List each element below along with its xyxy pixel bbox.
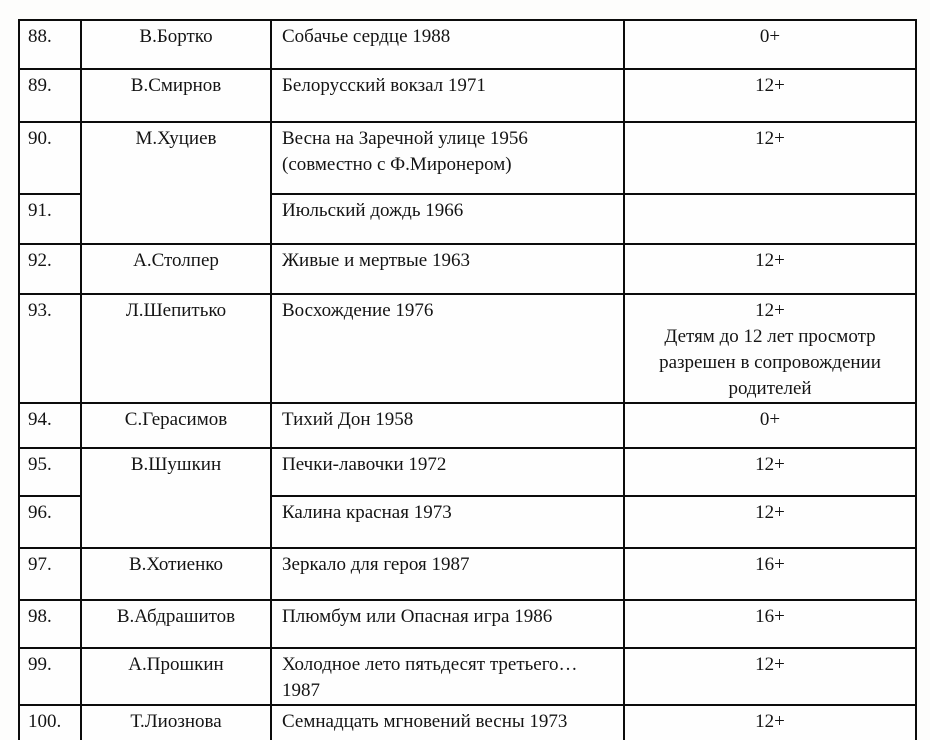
cell-age-rating: 12+ — [623, 495, 917, 549]
cell-director: А.Прошкин — [80, 647, 272, 706]
cell-number: 99. — [18, 647, 82, 706]
cell-film-title: Холодное лето пятьдесят третьего…1987 — [270, 647, 625, 706]
cell-film-title: Семнадцать мгновений весны 1973 — [270, 704, 625, 740]
films-table: 88. В.Бортко Собачье сердце 1988 0+ 89. … — [18, 19, 917, 740]
cell-director-merged: В.Шушкин — [80, 447, 272, 549]
cell-number: 96. — [18, 495, 82, 549]
cell-number: 98. — [18, 599, 82, 649]
cell-number: 95. — [18, 447, 82, 497]
cell-director: С.Герасимов — [80, 402, 272, 449]
table-row: 90. М.Хуциев Весна на Заречной улице 195… — [18, 121, 917, 245]
cell-number: 91. — [18, 193, 82, 245]
cell-film-title: Собачье сердце 1988 — [270, 19, 625, 70]
cell-film-title: Печки-лавочки 1972 — [270, 447, 625, 497]
cell-film-title: Июльский дождь 1966 — [270, 193, 625, 245]
cell-number: 88. — [18, 19, 82, 70]
cell-age-rating: 12+ Детям до 12 лет просмотр разрешен в … — [623, 293, 917, 404]
cell-film-title: Весна на Заречной улице 1956 (совместно … — [270, 121, 625, 195]
table-row: 89. В.Смирнов Белорусский вокзал 1971 12… — [18, 68, 917, 123]
cell-age-rating: 12+ — [623, 704, 917, 740]
cell-director: А.Столпер — [80, 243, 272, 295]
cell-director-merged: М.Хуциев — [80, 121, 272, 245]
cell-age-rating: 0+ — [623, 19, 917, 70]
cell-number: 89. — [18, 68, 82, 123]
cell-director: В.Бортко — [80, 19, 272, 70]
cell-number: 94. — [18, 402, 82, 449]
table-row: 92. А.Столпер Живые и мертвые 1963 12+ — [18, 243, 917, 295]
table-row: 98. В.Абдрашитов Плюмбум или Опасная игр… — [18, 599, 917, 649]
cell-age-rating: 12+ — [623, 647, 917, 706]
cell-film-title: Калина красная 1973 — [270, 495, 625, 549]
cell-number: 93. — [18, 293, 82, 404]
cell-age-rating: 16+ — [623, 547, 917, 601]
cell-film-title: Зеркало для героя 1987 — [270, 547, 625, 601]
table-row: 88. В.Бортко Собачье сердце 1988 0+ — [18, 19, 917, 70]
cell-director: В.Абдрашитов — [80, 599, 272, 649]
age-rating-note: Детям до 12 лет просмотр разрешен в сопр… — [659, 326, 881, 399]
table-row: 97. В.Хотиенко Зеркало для героя 1987 16… — [18, 547, 917, 601]
cell-film-title: Живые и мертвые 1963 — [270, 243, 625, 295]
table-row: 100. Т.Лиознова Семнадцать мгновений вес… — [18, 704, 917, 740]
cell-age-rating: 12+ — [623, 68, 917, 123]
table-row: 93. Л.Шепитько Восхождение 1976 12+ Детя… — [18, 293, 917, 404]
cell-number: 100. — [18, 704, 82, 740]
cell-number: 92. — [18, 243, 82, 295]
cell-age-rating — [623, 193, 917, 245]
cell-director: Т.Лиознова — [80, 704, 272, 740]
cell-age-rating: 12+ — [623, 121, 917, 195]
cell-film-title: Белорусский вокзал 1971 — [270, 68, 625, 123]
cell-age-rating: 12+ — [623, 447, 917, 497]
table-row: 94. С.Герасимов Тихий Дон 1958 0+ — [18, 402, 917, 449]
cell-age-rating: 0+ — [623, 402, 917, 449]
cell-film-title: Плюмбум или Опасная игра 1986 — [270, 599, 625, 649]
cell-age-rating: 12+ — [623, 243, 917, 295]
age-rating-value: 12+ — [755, 300, 785, 321]
table-row: 99. А.Прошкин Холодное лето пятьдесят тр… — [18, 647, 917, 706]
cell-number: 90. — [18, 121, 82, 195]
table-row: 96. Калина красная 1973 12+ — [18, 495, 917, 549]
cell-director: В.Хотиенко — [80, 547, 272, 601]
table-row: 95. В.Шушкин Печки-лавочки 1972 12+ — [18, 447, 917, 549]
cell-number: 97. — [18, 547, 82, 601]
cell-film-title: Тихий Дон 1958 — [270, 402, 625, 449]
cell-director: В.Смирнов — [80, 68, 272, 123]
cell-age-rating: 16+ — [623, 599, 917, 649]
cell-film-title: Восхождение 1976 — [270, 293, 625, 404]
cell-director: Л.Шепитько — [80, 293, 272, 404]
table-row: 91. Июльский дождь 1966 — [18, 193, 917, 245]
